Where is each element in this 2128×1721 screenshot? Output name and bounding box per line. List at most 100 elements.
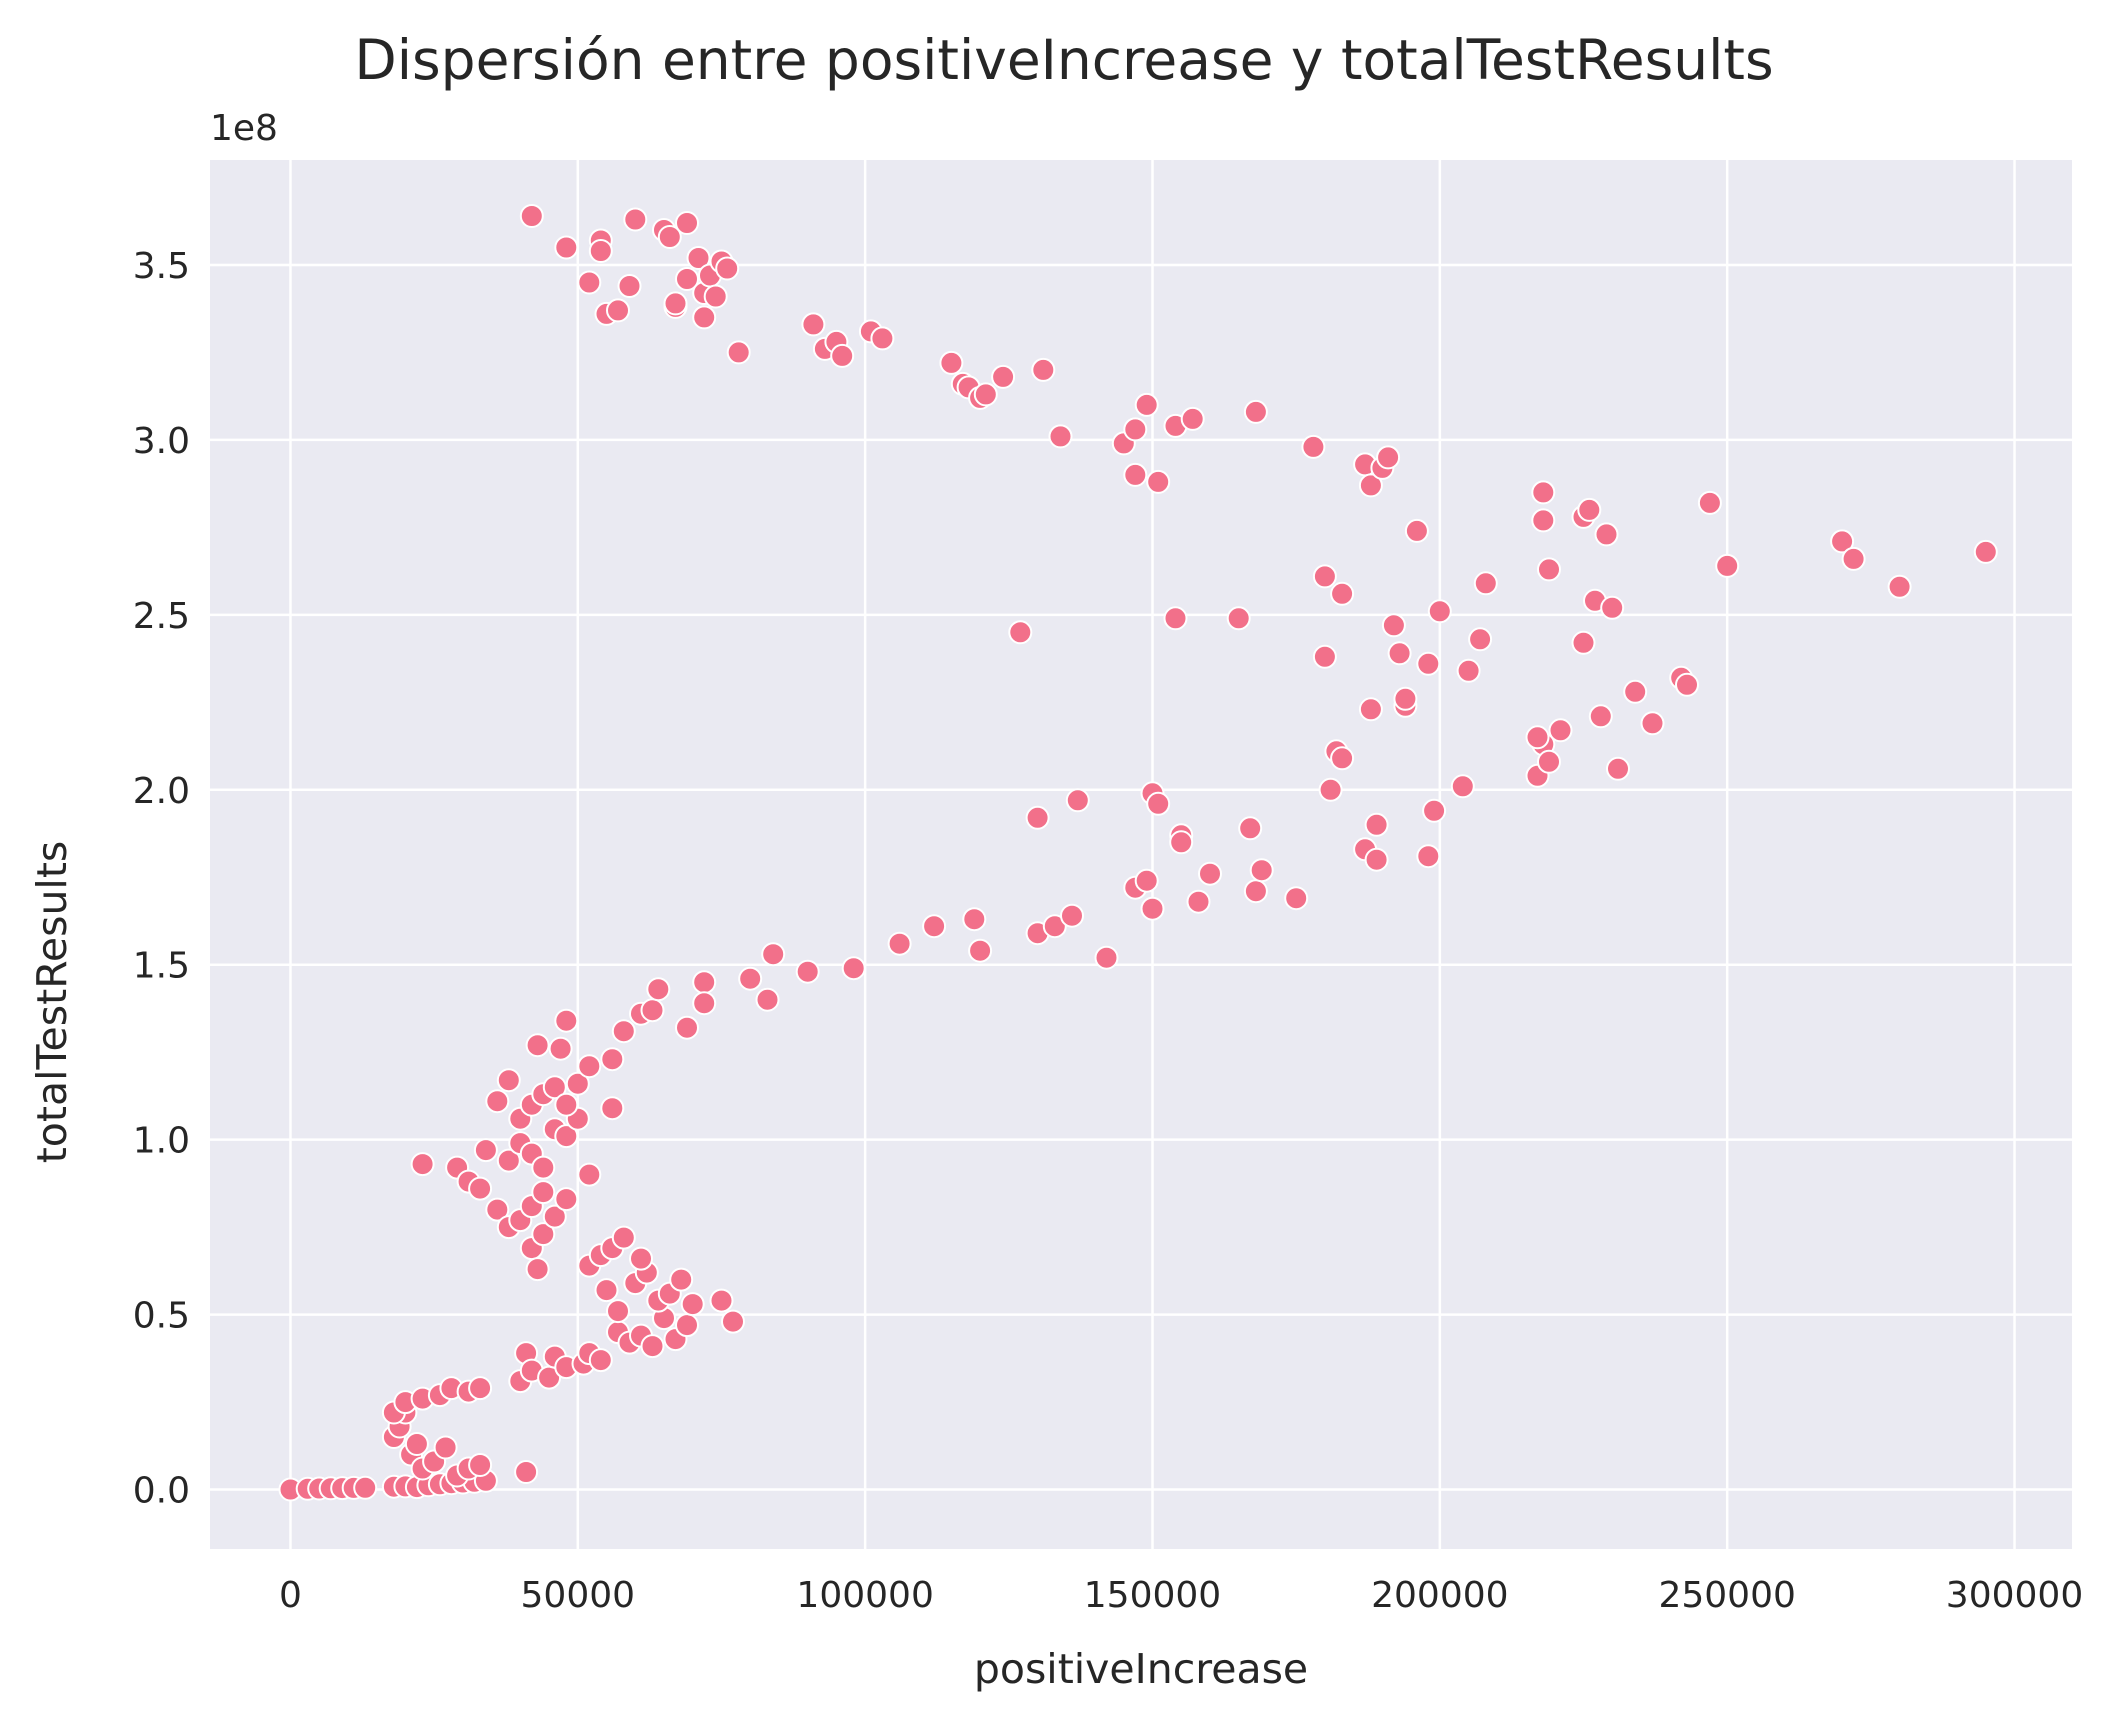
data-point [1249,858,1274,883]
data-point [1008,620,1033,645]
data-point [611,1225,636,1250]
data-point [525,1033,550,1058]
data-point [1312,564,1337,589]
data-point [433,1435,458,1460]
data-point [554,1008,579,1033]
data-point [1364,847,1389,872]
data-point [922,914,947,939]
data-point [1163,606,1188,631]
data-point [675,1015,699,1040]
data-point [1042,914,1067,939]
data-point [680,1292,705,1317]
data-point [640,998,665,1023]
data-point [1312,644,1337,669]
x-tick-label: 50000 [521,1575,636,1616]
data-point [1140,896,1165,921]
data-point [1226,606,1251,631]
data-point [565,1071,590,1096]
data-point [514,1460,539,1484]
data-point [1571,630,1596,655]
data-point [554,1092,579,1117]
data-point [692,991,717,1016]
data-point [496,1148,521,1173]
data-point [1301,434,1326,459]
data-point [606,1299,630,1324]
data-point [577,1162,602,1187]
x-tick-label: 300000 [1946,1575,2083,1616]
y-tick-label: 3.5 [133,246,190,287]
data-point [640,1334,665,1359]
data-point [1416,651,1441,676]
data-point [887,931,912,956]
data-point [1548,718,1573,743]
data-point [623,207,648,232]
data-point [485,1197,510,1222]
y-tick-label: 1.5 [133,946,190,987]
data-point [686,246,711,270]
data-point [1060,903,1084,928]
data-point [1393,686,1418,711]
data-point [594,1278,619,1303]
data-point [611,1019,636,1044]
data-point [1841,546,1866,571]
data-point [519,204,544,228]
data-point [531,1155,556,1180]
data-point [531,1222,556,1247]
data-point [468,1453,493,1477]
data-point [600,1047,625,1072]
data-point [1381,613,1406,638]
data-point [606,298,630,323]
data-point [1887,574,1912,599]
data-point [617,274,642,298]
data-point [542,1075,567,1100]
data-point [1186,889,1211,914]
data-point [1588,704,1613,729]
x-tick-label: 150000 [1084,1575,1221,1616]
data-point [1623,679,1648,704]
data-point [353,1475,378,1500]
data-point [1600,595,1625,620]
data-point [709,1288,734,1313]
data-point [542,1204,567,1229]
data-point [1697,490,1722,515]
data-point [692,305,717,330]
data-point [1531,508,1556,533]
data-point [703,284,728,309]
data-point [841,956,866,981]
chart-title: Dispersión entre positiveIncrease y tota… [354,28,1774,92]
data-points [278,204,1998,1502]
x-tick-label: 200000 [1371,1575,1508,1616]
data-point [1048,424,1073,449]
data-point [577,1054,602,1079]
data-point [1318,777,1343,802]
y-tick-label: 2.5 [133,596,190,637]
data-point [1238,816,1263,841]
data-point [1525,725,1550,750]
data-point [1577,497,1602,522]
data-point [1427,599,1452,624]
data-point [675,211,699,235]
data-point [1358,473,1383,498]
data-point [1358,697,1383,722]
y-tick-label: 0.5 [133,1296,190,1337]
data-point [1284,886,1309,911]
data-point [1468,627,1493,652]
data-point [588,1348,613,1373]
data-point [1537,557,1561,582]
data-point [1025,805,1050,830]
data-point [801,312,826,337]
data-point [1594,522,1619,547]
y-tick-labels: 0.0 0.5 1.0 1.5 2.0 2.5 3.0 3.5 [133,246,190,1512]
data-point [1606,756,1630,781]
data-point [1364,812,1389,837]
data-point [554,1124,579,1149]
data-point [669,1267,694,1292]
data-point [968,938,993,963]
data-point [1387,641,1412,666]
data-point [1146,469,1171,494]
data-point [525,1257,550,1282]
data-point [991,364,1016,389]
data-point [1450,774,1475,799]
x-tick-label: 100000 [796,1575,933,1616]
